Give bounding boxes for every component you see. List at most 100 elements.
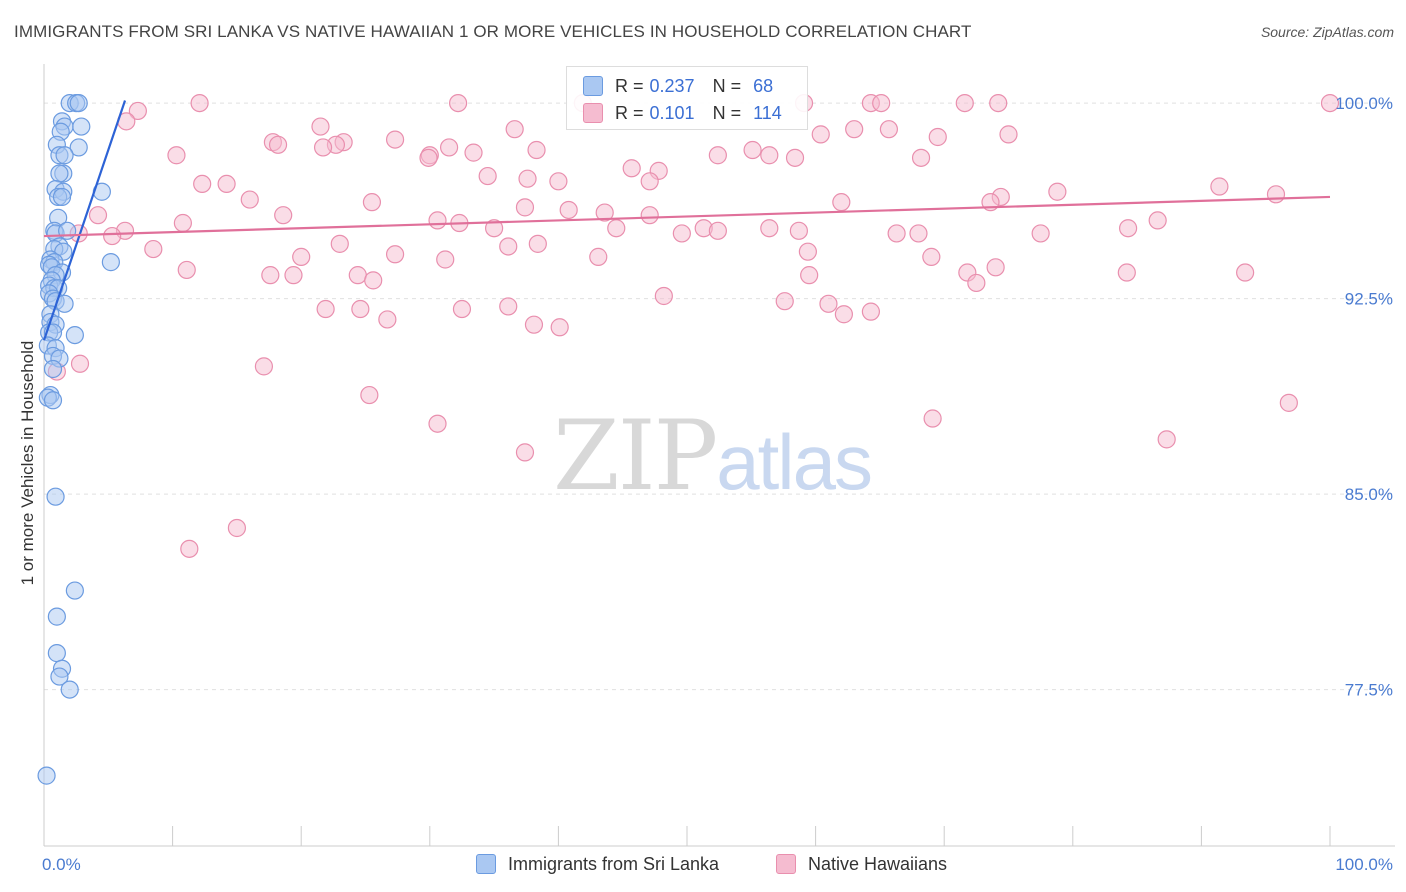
point-native-hawaiian — [464, 143, 483, 162]
point-native-hawaiian — [789, 221, 808, 240]
point-native-hawaiian — [167, 146, 186, 165]
point-native-hawaiian — [909, 224, 928, 243]
point-native-hawaiian — [708, 221, 727, 240]
point-native-hawaiian — [436, 250, 455, 269]
point-native-hawaiian — [1266, 185, 1286, 204]
point-native-hawaiian — [1118, 219, 1138, 238]
point-native-hawaiian — [607, 219, 626, 238]
legend-n-label: N = — [712, 102, 742, 123]
point-native-hawaiian — [311, 117, 330, 136]
tick-labels: 77.5% 85.0% 92.5% 100.0% 0.0% 100.0% 1 or more… — [18, 94, 1393, 874]
point-native-hawaiian — [274, 206, 293, 225]
point-native-hawaiian — [240, 190, 259, 209]
point-native-hawaiian — [254, 357, 274, 376]
point-native-hawaiian — [743, 140, 762, 160]
point-native-hawaiian — [887, 224, 906, 243]
legend-r-label: R = — [615, 102, 644, 123]
point-native-hawaiian — [1279, 393, 1298, 412]
watermark-atlas: atlas — [716, 418, 873, 506]
point-native-hawaiian — [173, 213, 192, 233]
point-native-hawaiian — [227, 518, 246, 538]
point-native-hawaiian — [861, 302, 880, 321]
point-native-hawaiian — [515, 198, 535, 217]
point-native-hawaiian — [811, 125, 830, 144]
point-sri-lanka — [43, 359, 63, 379]
point-native-hawaiian — [316, 299, 335, 319]
x-tick-label: 0.0% — [42, 855, 81, 874]
point-native-hawaiian — [832, 193, 851, 212]
point-native-hawaiian — [775, 292, 794, 311]
point-native-hawaiian — [348, 266, 367, 285]
point-native-hawaiian — [364, 271, 383, 290]
point-native-hawaiian — [330, 234, 349, 253]
bottom-legend-label: Immigrants from Sri Lanka — [508, 853, 720, 874]
point-sri-lanka — [69, 93, 88, 113]
legend-r-value: 0.237 — [649, 75, 695, 96]
trend-line-sri-lanka — [42, 100, 127, 341]
legend-row-sri-lanka: R = 0.237 N = 68 — [583, 73, 773, 99]
legend-n-value: 114 — [753, 102, 782, 123]
point-native-hawaiian — [485, 219, 504, 238]
point-sri-lanka — [46, 487, 65, 506]
point-native-hawaiian — [760, 146, 779, 165]
point-sri-lanka — [47, 607, 66, 626]
point-native-hawaiian — [515, 443, 535, 462]
point-native-hawaiian — [103, 226, 122, 246]
stats-legend: R = 0.237 N = 68 R = 0.101 N = 114 — [566, 66, 808, 130]
point-native-hawaiian — [1031, 224, 1050, 243]
bottom-legend-swatch-blue — [476, 854, 496, 874]
point-native-hawaiian — [1148, 211, 1167, 230]
point-native-hawaiian — [284, 266, 303, 285]
point-native-hawaiian — [559, 200, 578, 220]
point-sri-lanka — [55, 146, 74, 165]
y-tick-label: 92.5% — [1345, 290, 1393, 309]
point-native-hawaiian — [499, 297, 518, 316]
point-native-hawaiian — [967, 273, 986, 293]
legend-swatch-blue — [583, 76, 603, 96]
series-native-hawaiians — [47, 93, 1340, 558]
point-sri-lanka — [60, 680, 79, 699]
point-native-hawaiian — [708, 146, 727, 165]
trend-lines — [42, 100, 1331, 341]
point-native-hawaiian — [1320, 93, 1340, 113]
point-native-hawaiian — [499, 237, 518, 256]
point-native-hawaiian — [989, 93, 1008, 113]
point-sri-lanka — [43, 391, 63, 410]
point-native-hawaiian — [528, 234, 547, 253]
x-tick-label: 100.0% — [1335, 855, 1393, 874]
point-native-hawaiian — [549, 172, 568, 191]
point-sri-lanka — [72, 117, 91, 136]
axes — [43, 64, 1395, 847]
point-sri-lanka — [52, 187, 72, 207]
legend-n-value: 68 — [753, 75, 774, 96]
point-native-hawaiian — [760, 219, 779, 238]
point-native-hawaiian — [872, 93, 891, 113]
point-native-hawaiian — [268, 135, 288, 154]
point-sri-lanka — [101, 253, 120, 272]
point-sri-lanka — [37, 766, 56, 785]
y-tick-label: 100.0% — [1335, 94, 1393, 113]
point-sri-lanka — [65, 581, 84, 600]
point-native-hawaiian — [378, 310, 397, 329]
point-native-hawaiian — [452, 299, 472, 319]
y-axis-label: 1 or more Vehicles in Household — [18, 341, 37, 586]
point-native-hawaiian — [640, 172, 659, 191]
bottom-legend-label: Native Hawaiians — [808, 853, 948, 874]
bottom-legend-swatch-pink — [776, 854, 796, 874]
point-native-hawaiian — [478, 166, 497, 186]
point-native-hawaiian — [144, 239, 163, 259]
source-credit: Source: ZipAtlas.com — [1260, 24, 1394, 40]
point-sri-lanka — [65, 325, 84, 345]
legend-n-label: N = — [712, 75, 742, 96]
series-sri-lanka — [37, 93, 120, 785]
point-native-hawaiian — [292, 247, 311, 266]
legend-r-value: 0.101 — [649, 102, 695, 123]
point-native-hawaiian — [1117, 263, 1136, 282]
watermark-zip: ZIP — [553, 400, 718, 512]
bottom-legend-sri-lanka: Immigrants from Sri Lanka — [476, 852, 719, 876]
point-native-hawaiian — [128, 101, 147, 121]
legend-row-native-hawaiians: R = 0.101 N = 114 — [583, 100, 782, 126]
point-native-hawaiian — [518, 169, 537, 188]
point-native-hawaiian — [177, 260, 196, 280]
point-native-hawaiian — [385, 245, 405, 264]
